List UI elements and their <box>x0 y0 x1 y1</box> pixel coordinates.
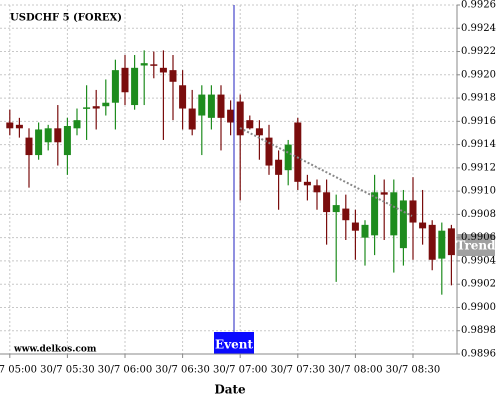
chart-title: USDCHF 5 (FOREX) <box>10 13 122 24</box>
candle-body <box>25 137 33 156</box>
candle-body <box>6 122 14 129</box>
grid <box>0 4 457 355</box>
y-tick-label: 0.9898 <box>461 325 496 336</box>
y-tick-label: 0.9918 <box>461 93 496 104</box>
candle-body <box>140 63 148 66</box>
candle-body <box>361 224 369 238</box>
x-tick-label: 30/7 07:30 <box>271 365 325 376</box>
candle-body <box>428 224 436 260</box>
candle-body <box>399 200 407 249</box>
y-tick-label: 0.9916 <box>461 116 496 127</box>
candle-body <box>284 144 292 171</box>
event-box <box>214 332 254 354</box>
y-tick-label: 0.9922 <box>461 46 496 57</box>
candle-body <box>179 85 187 109</box>
y-tick-label: 0.9902 <box>461 279 496 290</box>
y-tick-label: 0.9926 <box>461 0 496 11</box>
candle-body <box>35 129 43 156</box>
candle-body <box>409 200 417 223</box>
y-tick-label: 0.9920 <box>461 69 496 80</box>
candle-body <box>207 94 215 118</box>
x-axis-title: Date <box>214 383 246 397</box>
candle-body <box>419 222 427 229</box>
trend-line <box>239 127 413 217</box>
candle-body <box>217 94 225 118</box>
candle-body <box>73 120 81 129</box>
candle-body <box>92 106 100 109</box>
y-tick-label: 0.9924 <box>461 23 496 34</box>
candle-body <box>246 120 254 129</box>
candle-body <box>323 192 331 213</box>
trend-label: Trend <box>456 239 496 253</box>
x-tick-label: 30/7 06:00 <box>98 365 152 376</box>
candle-body <box>313 185 321 193</box>
candle-body <box>332 205 340 213</box>
candle-body <box>198 94 206 116</box>
candle-body <box>102 102 110 107</box>
x-tick-label: 30/7 08:00 <box>328 365 382 376</box>
candle-body <box>169 70 177 82</box>
candle-body <box>447 228 455 256</box>
trend-box <box>457 234 495 256</box>
candle-body <box>121 67 129 93</box>
y-tick-label: 0.9896 <box>461 349 496 360</box>
candle-body <box>380 192 388 195</box>
candle-body <box>227 109 235 123</box>
y-tick-label: 0.9914 <box>461 139 496 150</box>
x-tick-label: 30/7 06:30 <box>155 365 209 376</box>
candle-body <box>83 107 91 109</box>
candle-body <box>371 192 379 236</box>
candle-body <box>63 125 71 156</box>
candle-body <box>188 108 196 130</box>
y-tick-label: 0.9908 <box>461 209 496 220</box>
candle-body <box>265 137 273 166</box>
candle-body <box>150 64 158 66</box>
candle-body <box>342 208 350 221</box>
watermark: www.delkos.com <box>13 345 97 355</box>
candle-body <box>111 70 119 103</box>
candle-body <box>438 230 446 259</box>
x-tick-label: 30/7 05:30 <box>40 365 94 376</box>
y-tick-label: 0.9900 <box>461 302 496 313</box>
candles <box>6 50 455 295</box>
candle-body <box>294 122 302 182</box>
candle-body <box>54 128 62 143</box>
y-tick-label: 0.9904 <box>461 255 496 266</box>
x-tick-label: 30/7 05:00 <box>0 365 37 376</box>
candle-body <box>236 101 244 136</box>
event-label: Event <box>215 338 253 352</box>
candle-body <box>131 67 139 106</box>
candle-body <box>44 128 52 143</box>
candle-body <box>159 67 167 73</box>
y-tick-label: 0.9906 <box>461 232 496 243</box>
x-tick-label: 30/7 07:00 <box>213 365 267 376</box>
candle-body <box>255 128 263 136</box>
candle-body <box>275 159 283 175</box>
y-tick-label: 0.9910 <box>461 186 496 197</box>
x-tick-label: 30/7 08:30 <box>386 365 440 376</box>
y-tick-label: 0.9912 <box>461 162 496 173</box>
candle-body <box>15 124 23 129</box>
candle-body <box>390 192 398 236</box>
candle-body <box>351 222 359 231</box>
candle-body <box>303 181 311 186</box>
